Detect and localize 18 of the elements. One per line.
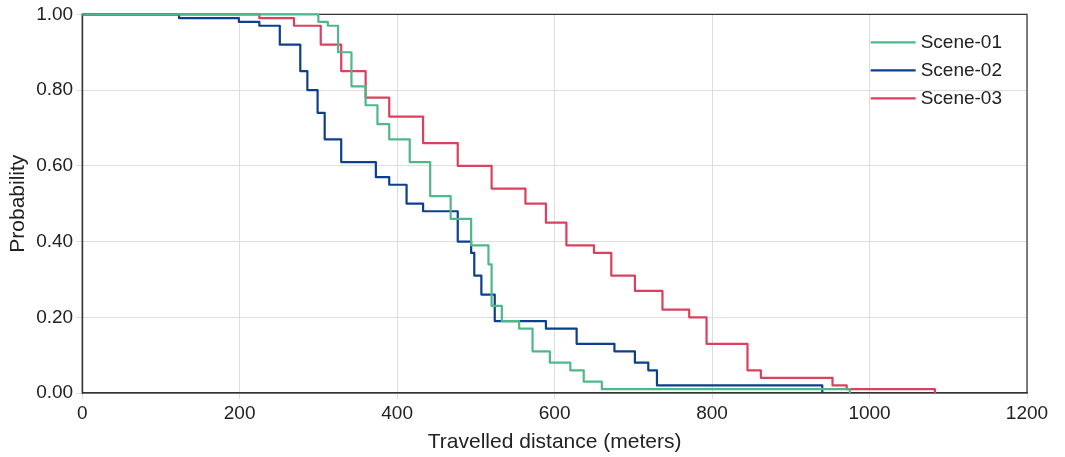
y-tick-label: 0.40 bbox=[36, 229, 74, 251]
x-tick-label: 600 bbox=[538, 401, 571, 423]
y-axis-title: Probability bbox=[5, 154, 29, 253]
y-tick-label: 0.20 bbox=[36, 305, 74, 327]
y-tick-label: 0.00 bbox=[36, 381, 74, 403]
x-tick-label: 800 bbox=[696, 401, 728, 423]
x-tick-label: 1000 bbox=[848, 401, 891, 423]
legend-label: Scene-01 bbox=[920, 30, 1003, 52]
y-tick-label: 1.00 bbox=[36, 2, 74, 24]
legend-label: Scene-03 bbox=[920, 86, 1003, 108]
x-tick-label: 400 bbox=[381, 401, 413, 423]
y-tick-label: 0.80 bbox=[36, 78, 74, 100]
legend-label: Scene-02 bbox=[920, 58, 1003, 80]
y-tick-label: 0.60 bbox=[36, 154, 74, 176]
x-axis-title: Travelled distance (meters) bbox=[427, 429, 682, 453]
x-tick-label: 200 bbox=[223, 401, 256, 423]
x-tick-label: 1200 bbox=[1005, 401, 1049, 423]
x-tick-label: 0 bbox=[76, 401, 88, 423]
